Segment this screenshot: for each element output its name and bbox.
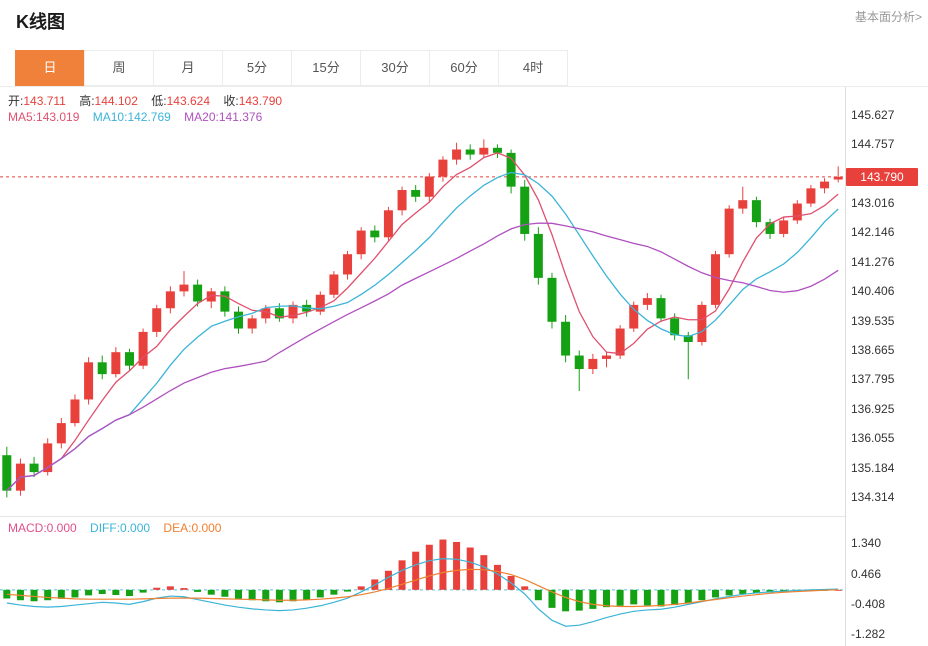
main-axis-tick: 139.535 (851, 313, 895, 328)
close-value: 143.790 (238, 94, 283, 108)
ohlc-legend: 开:143.711 高:144.102 低:143.624 收:143.790 (8, 92, 292, 109)
main-axis-tick: 136.925 (851, 401, 895, 416)
macd-axis-tick: 0.466 (851, 566, 882, 581)
macd-axis-tick: -0.408 (851, 596, 886, 611)
axis-separator-line (845, 87, 846, 646)
open-label: 开: (8, 94, 24, 108)
main-axis-tick: 143.016 (851, 195, 895, 210)
macd-legend: MACD:0.000 DIFF:0.000 DEA:0.000 (8, 521, 231, 535)
main-axis-tick: 145.627 (851, 107, 895, 122)
close-label: 收: (223, 94, 239, 108)
main-axis-tick: 134.314 (851, 489, 895, 504)
macd-label: MACD: (8, 521, 47, 535)
high-label: 高: (79, 94, 95, 108)
tab-timeframe-5[interactable]: 30分 (360, 50, 430, 86)
tab-timeframe-6[interactable]: 60分 (429, 50, 499, 86)
ma20-label: MA20: (184, 110, 219, 124)
tab-timeframe-3[interactable]: 5分 (222, 50, 292, 86)
main-axis-tick: 140.406 (851, 284, 895, 299)
macd-value: 0.000 (46, 521, 77, 535)
timeframe-tabs: 日周月 5分 15分 30分 60分 4时 (15, 50, 568, 86)
macd-axis-tick: 1.340 (851, 536, 882, 551)
diff-label: DIFF: (90, 521, 121, 535)
macd-chart[interactable] (0, 517, 845, 646)
panel-divider-line (0, 516, 845, 517)
high-value: 144.102 (94, 94, 138, 108)
ma-legend: MA5:143.019 MA10:142.769 MA20:141.376 (8, 110, 272, 124)
dea-label: DEA: (163, 521, 192, 535)
tab-timeframe-0[interactable]: 日 (15, 50, 85, 86)
current-price-badge: 143.790 (846, 167, 918, 186)
main-axis-tick: 137.795 (851, 372, 895, 387)
tab-timeframe-1[interactable]: 周 (84, 50, 154, 86)
main-axis-tick: 138.665 (851, 342, 895, 357)
open-value: 143.711 (23, 94, 66, 108)
low-value: 143.624 (166, 94, 210, 108)
tab-timeframe-4[interactable]: 15分 (291, 50, 361, 86)
ma5-label: MA5: (8, 110, 37, 124)
ma20-value: 141.376 (218, 110, 263, 124)
ma10-value: 142.769 (127, 110, 171, 124)
dea-value: 0.000 (191, 521, 222, 535)
main-axis-tick: 135.184 (851, 460, 895, 475)
ma5-value: 143.019 (36, 110, 80, 124)
diff-value: 0.000 (120, 521, 151, 535)
main-axis-tick: 141.276 (851, 254, 895, 269)
page-title: K线图 (16, 12, 65, 32)
macd-axis-tick: -1.282 (851, 627, 886, 642)
main-axis-tick: 144.757 (851, 137, 895, 152)
ma10-label: MA10: (92, 110, 128, 124)
main-axis-tick: 142.146 (851, 225, 895, 240)
chart-region: 开:143.711 高:144.102 低:143.624 收:143.790 … (0, 86, 928, 646)
candlestick-chart[interactable] (0, 87, 845, 516)
tab-timeframe-2[interactable]: 月 (153, 50, 223, 86)
main-axis-tick: 136.055 (851, 431, 895, 446)
low-label: 低: (151, 94, 167, 108)
tab-timeframe-7[interactable]: 4时 (498, 50, 568, 86)
fundamental-analysis-link[interactable]: 基本面分析> (854, 10, 922, 24)
